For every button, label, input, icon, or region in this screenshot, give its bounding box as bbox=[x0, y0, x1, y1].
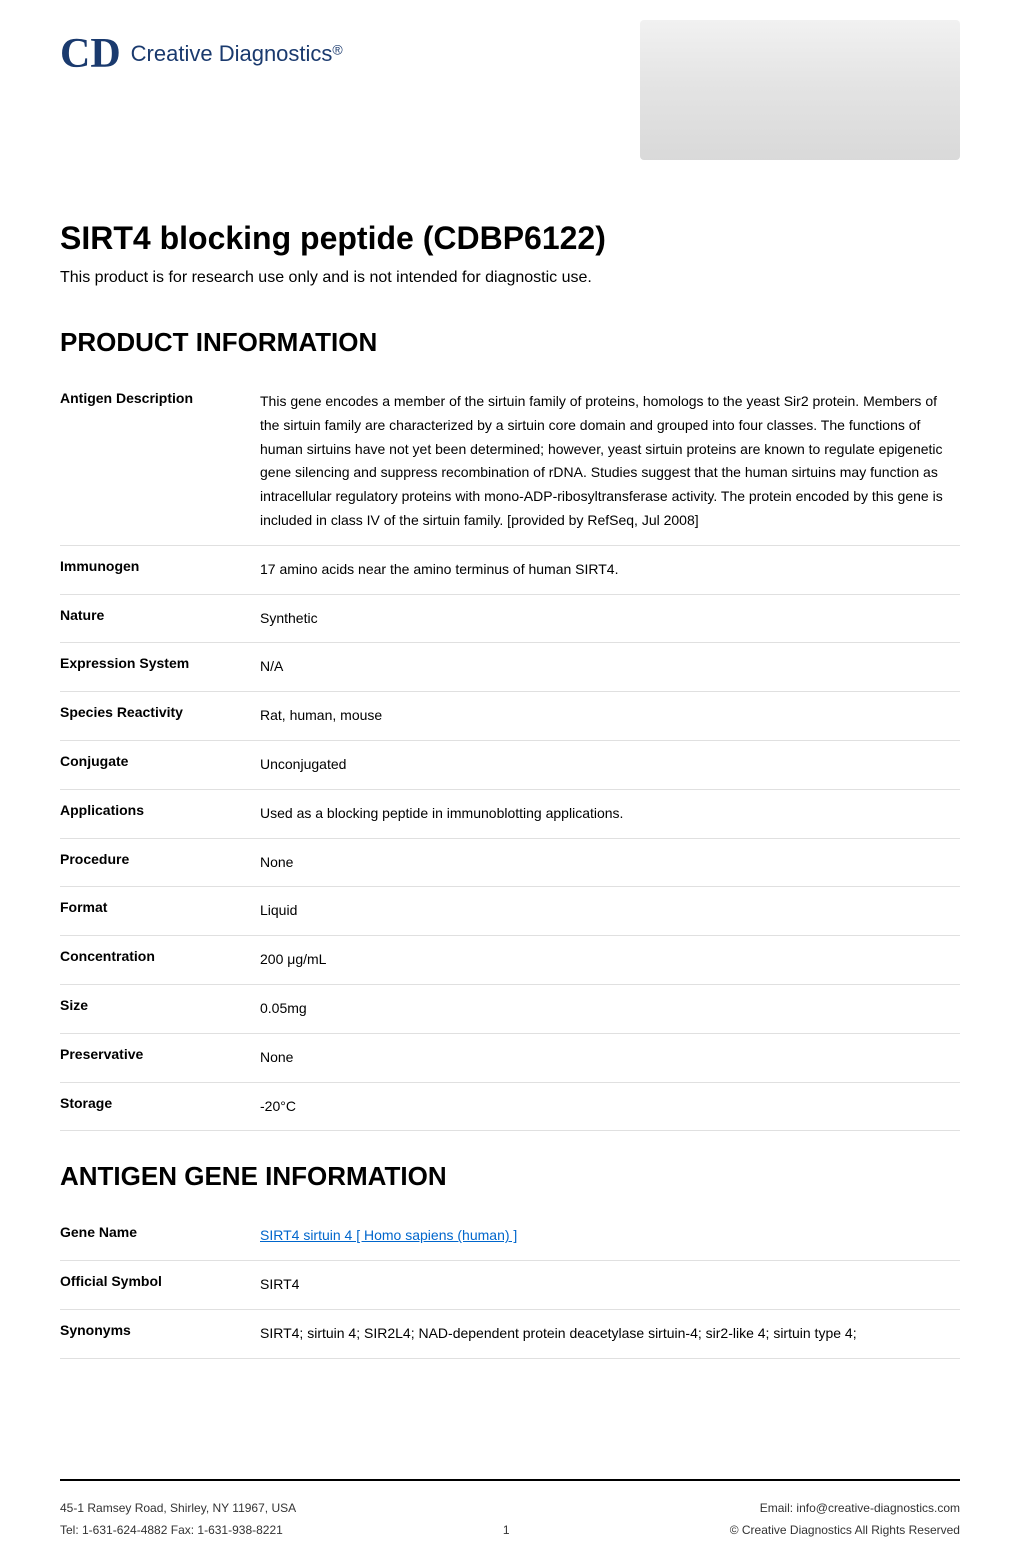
info-label: Storage bbox=[60, 1082, 260, 1131]
info-value: None bbox=[260, 838, 960, 887]
info-value: None bbox=[260, 1033, 960, 1082]
info-value: SIRT4; sirtuin 4; SIR2L4; NAD-dependent … bbox=[260, 1309, 960, 1358]
info-value: N/A bbox=[260, 643, 960, 692]
info-label: Size bbox=[60, 984, 260, 1033]
info-value: 200 μg/mL bbox=[260, 936, 960, 985]
info-label: Concentration bbox=[60, 936, 260, 985]
logo-company-name: Creative Diagnostics® bbox=[131, 41, 343, 67]
info-label: Immunogen bbox=[60, 545, 260, 594]
info-value: SIRT4 sirtuin 4 [ Homo sapiens (human) ] bbox=[260, 1212, 960, 1260]
table-row: Concentration200 μg/mL bbox=[60, 936, 960, 985]
table-row: Expression SystemN/A bbox=[60, 643, 960, 692]
footer-phone: Tel: 1-631-624-4882 Fax: 1-631-938-8221 bbox=[60, 1523, 283, 1537]
table-row: Species ReactivityRat, human, mouse bbox=[60, 692, 960, 741]
product-info-table: Antigen DescriptionThis gene encodes a m… bbox=[60, 378, 960, 1131]
footer-page-number: 1 bbox=[503, 1523, 510, 1537]
info-value: 0.05mg bbox=[260, 984, 960, 1033]
info-value: Rat, human, mouse bbox=[260, 692, 960, 741]
info-label: Applications bbox=[60, 789, 260, 838]
table-row: Storage-20°C bbox=[60, 1082, 960, 1131]
logo-registered-mark: ® bbox=[332, 42, 342, 58]
table-row: FormatLiquid bbox=[60, 887, 960, 936]
logo-full-text: Creative Diagnostics bbox=[131, 41, 333, 66]
info-label: Gene Name bbox=[60, 1212, 260, 1260]
footer-email: Email: info@creative-diagnostics.com bbox=[760, 1501, 960, 1515]
info-value: SIRT4 bbox=[260, 1261, 960, 1310]
antigen-gene-heading: ANTIGEN GENE INFORMATION bbox=[60, 1161, 960, 1192]
info-value: -20°C bbox=[260, 1082, 960, 1131]
product-title: SIRT4 blocking peptide (CDBP6122) bbox=[60, 220, 960, 257]
footer-address: 45-1 Ramsey Road, Shirley, NY 11967, USA bbox=[60, 1501, 296, 1515]
footer-row-bottom: Tel: 1-631-624-4882 Fax: 1-631-938-8221 … bbox=[60, 1523, 960, 1537]
info-value: Unconjugated bbox=[260, 740, 960, 789]
table-row: SynonymsSIRT4; sirtuin 4; SIR2L4; NAD-de… bbox=[60, 1309, 960, 1358]
logo-cd-text: CD bbox=[60, 30, 121, 78]
table-row: ApplicationsUsed as a blocking peptide i… bbox=[60, 789, 960, 838]
table-row: Size0.05mg bbox=[60, 984, 960, 1033]
info-value: 17 amino acids near the amino terminus o… bbox=[260, 545, 960, 594]
gene-name-link[interactable]: SIRT4 sirtuin 4 [ Homo sapiens (human) ] bbox=[260, 1227, 517, 1243]
info-label: Official Symbol bbox=[60, 1261, 260, 1310]
info-label: Conjugate bbox=[60, 740, 260, 789]
info-label: Expression System bbox=[60, 643, 260, 692]
table-row: ConjugateUnconjugated bbox=[60, 740, 960, 789]
info-label: Synonyms bbox=[60, 1309, 260, 1358]
info-label: Preservative bbox=[60, 1033, 260, 1082]
info-label: Procedure bbox=[60, 838, 260, 887]
antigen-gene-table: Gene NameSIRT4 sirtuin 4 [ Homo sapiens … bbox=[60, 1212, 960, 1358]
info-value: Used as a blocking peptide in immunoblot… bbox=[260, 789, 960, 838]
header-decorative-image bbox=[640, 20, 960, 160]
info-label: Antigen Description bbox=[60, 378, 260, 545]
footer-copyright: © Creative Diagnostics All Rights Reserv… bbox=[730, 1523, 960, 1537]
table-row: ProcedureNone bbox=[60, 838, 960, 887]
table-row: Immunogen17 amino acids near the amino t… bbox=[60, 545, 960, 594]
info-label: Nature bbox=[60, 594, 260, 643]
info-value: Liquid bbox=[260, 887, 960, 936]
page-header: CD Creative Diagnostics® bbox=[0, 0, 1020, 180]
table-row: PreservativeNone bbox=[60, 1033, 960, 1082]
info-label: Format bbox=[60, 887, 260, 936]
product-subtitle: This product is for research use only an… bbox=[60, 269, 960, 287]
main-content: SIRT4 blocking peptide (CDBP6122) This p… bbox=[0, 180, 1020, 1399]
table-row: NatureSynthetic bbox=[60, 594, 960, 643]
info-value: Synthetic bbox=[260, 594, 960, 643]
footer-divider bbox=[60, 1479, 960, 1481]
info-value: This gene encodes a member of the sirtui… bbox=[260, 378, 960, 545]
info-label: Species Reactivity bbox=[60, 692, 260, 741]
product-information-heading: PRODUCT INFORMATION bbox=[60, 327, 960, 358]
table-row: Gene NameSIRT4 sirtuin 4 [ Homo sapiens … bbox=[60, 1212, 960, 1260]
footer-row-top: 45-1 Ramsey Road, Shirley, NY 11967, USA… bbox=[60, 1501, 960, 1515]
page-footer: 45-1 Ramsey Road, Shirley, NY 11967, USA… bbox=[0, 1459, 1020, 1567]
table-row: Official SymbolSIRT4 bbox=[60, 1261, 960, 1310]
table-row: Antigen DescriptionThis gene encodes a m… bbox=[60, 378, 960, 545]
